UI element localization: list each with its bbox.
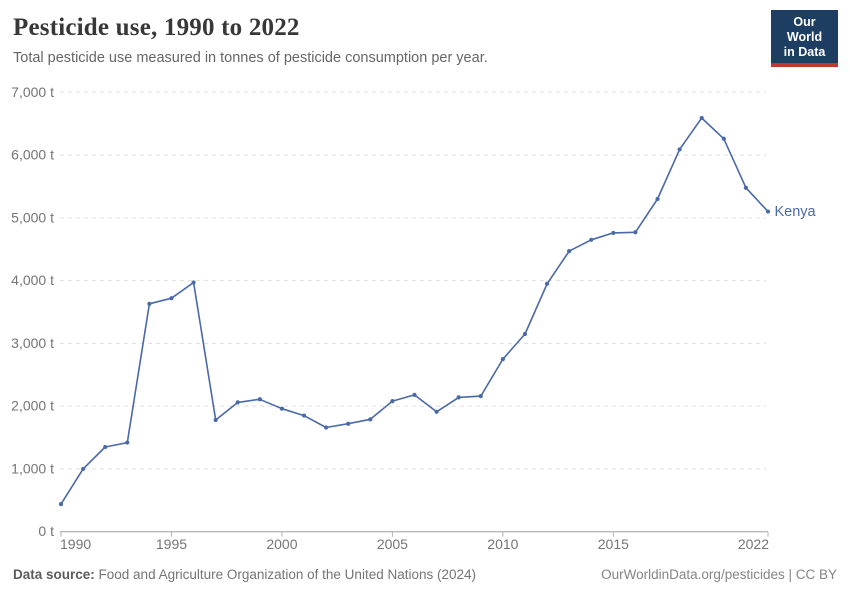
owid-logo[interactable]: Our World in Data xyxy=(771,10,838,68)
data-point-marker[interactable] xyxy=(279,406,285,411)
data-point-marker[interactable] xyxy=(412,392,417,397)
data-point-marker[interactable] xyxy=(522,331,528,337)
data-point-marker[interactable] xyxy=(103,444,108,450)
series-end-label[interactable]: Kenya xyxy=(775,204,817,220)
data-point-marker[interactable] xyxy=(213,417,218,423)
data-point-marker[interactable] xyxy=(346,421,351,426)
data-point-marker[interactable] xyxy=(633,230,638,235)
owid-logo-line1: Our World xyxy=(786,15,823,44)
y-axis-tick-label: 4,000 t xyxy=(11,272,54,288)
data-point-marker[interactable] xyxy=(589,237,594,242)
x-axis-tick-label: 1995 xyxy=(156,536,187,552)
x-axis-tick-label: 2015 xyxy=(598,536,629,552)
data-point-marker[interactable] xyxy=(301,413,307,418)
page-title: Pesticide use, 1990 to 2022 xyxy=(13,14,300,41)
data-point-marker[interactable] xyxy=(390,399,395,404)
chart-subtitle: Total pesticide use measured in tonnes o… xyxy=(13,50,488,66)
x-axis-tick-label: 2000 xyxy=(266,536,297,552)
x-axis-tick-label: 2010 xyxy=(487,536,518,552)
y-axis-tick-label: 1,000 t xyxy=(11,460,54,476)
y-axis-tick-label: 6,000 t xyxy=(11,147,54,163)
data-point-marker[interactable] xyxy=(478,394,483,399)
data-point-marker[interactable] xyxy=(677,147,682,152)
data-point-marker[interactable] xyxy=(147,301,152,306)
data-point-marker[interactable] xyxy=(743,185,749,190)
y-axis-tick-label: 0 t xyxy=(38,523,54,539)
data-point-marker[interactable] xyxy=(324,425,329,430)
credit-link[interactable]: OurWorldinData.org/pesticides | CC BY xyxy=(601,567,837,582)
data-point-marker[interactable] xyxy=(567,249,572,254)
data-source-label: Data source: xyxy=(13,567,95,582)
y-axis-tick-label: 7,000 t xyxy=(11,84,54,100)
data-point-marker[interactable] xyxy=(721,136,726,141)
data-point-marker[interactable] xyxy=(58,501,64,507)
data-point-marker[interactable] xyxy=(765,209,771,214)
x-axis-tick-label: 2022 xyxy=(738,536,769,552)
data-point-marker[interactable] xyxy=(699,115,704,121)
owid-logo-line2: in Data xyxy=(783,44,826,59)
data-point-marker[interactable] xyxy=(655,196,660,202)
chart-header: Pesticide use, 1990 to 2022 Total pestic… xyxy=(13,14,753,66)
data-point-marker[interactable] xyxy=(456,395,461,400)
data-point-marker[interactable] xyxy=(191,280,196,285)
data-source-note: Data source: Food and Agriculture Organi… xyxy=(13,567,476,582)
x-axis-tick-label: 1990 xyxy=(60,536,91,552)
y-axis-tick-label: 3,000 t xyxy=(11,335,54,351)
data-point-marker[interactable] xyxy=(125,440,130,445)
y-axis-tick-label: 5,000 t xyxy=(11,209,54,225)
data-point-marker[interactable] xyxy=(80,466,86,472)
series-line[interactable] xyxy=(60,117,769,505)
data-source-text: Food and Agriculture Organization of the… xyxy=(94,567,477,582)
data-point-marker[interactable] xyxy=(368,417,373,422)
data-point-marker[interactable] xyxy=(611,230,616,236)
y-axis-tick-label: 2,000 t xyxy=(11,398,54,414)
data-point-marker[interactable] xyxy=(169,296,174,301)
chart-footer: Data source: Food and Agriculture Organi… xyxy=(13,567,837,582)
data-point-marker[interactable] xyxy=(500,356,505,362)
x-axis-tick-label: 2005 xyxy=(377,536,408,552)
data-point-marker[interactable] xyxy=(257,397,262,402)
data-point-marker[interactable] xyxy=(235,400,240,405)
data-point-marker[interactable] xyxy=(544,281,550,286)
data-point-marker[interactable] xyxy=(434,409,439,414)
